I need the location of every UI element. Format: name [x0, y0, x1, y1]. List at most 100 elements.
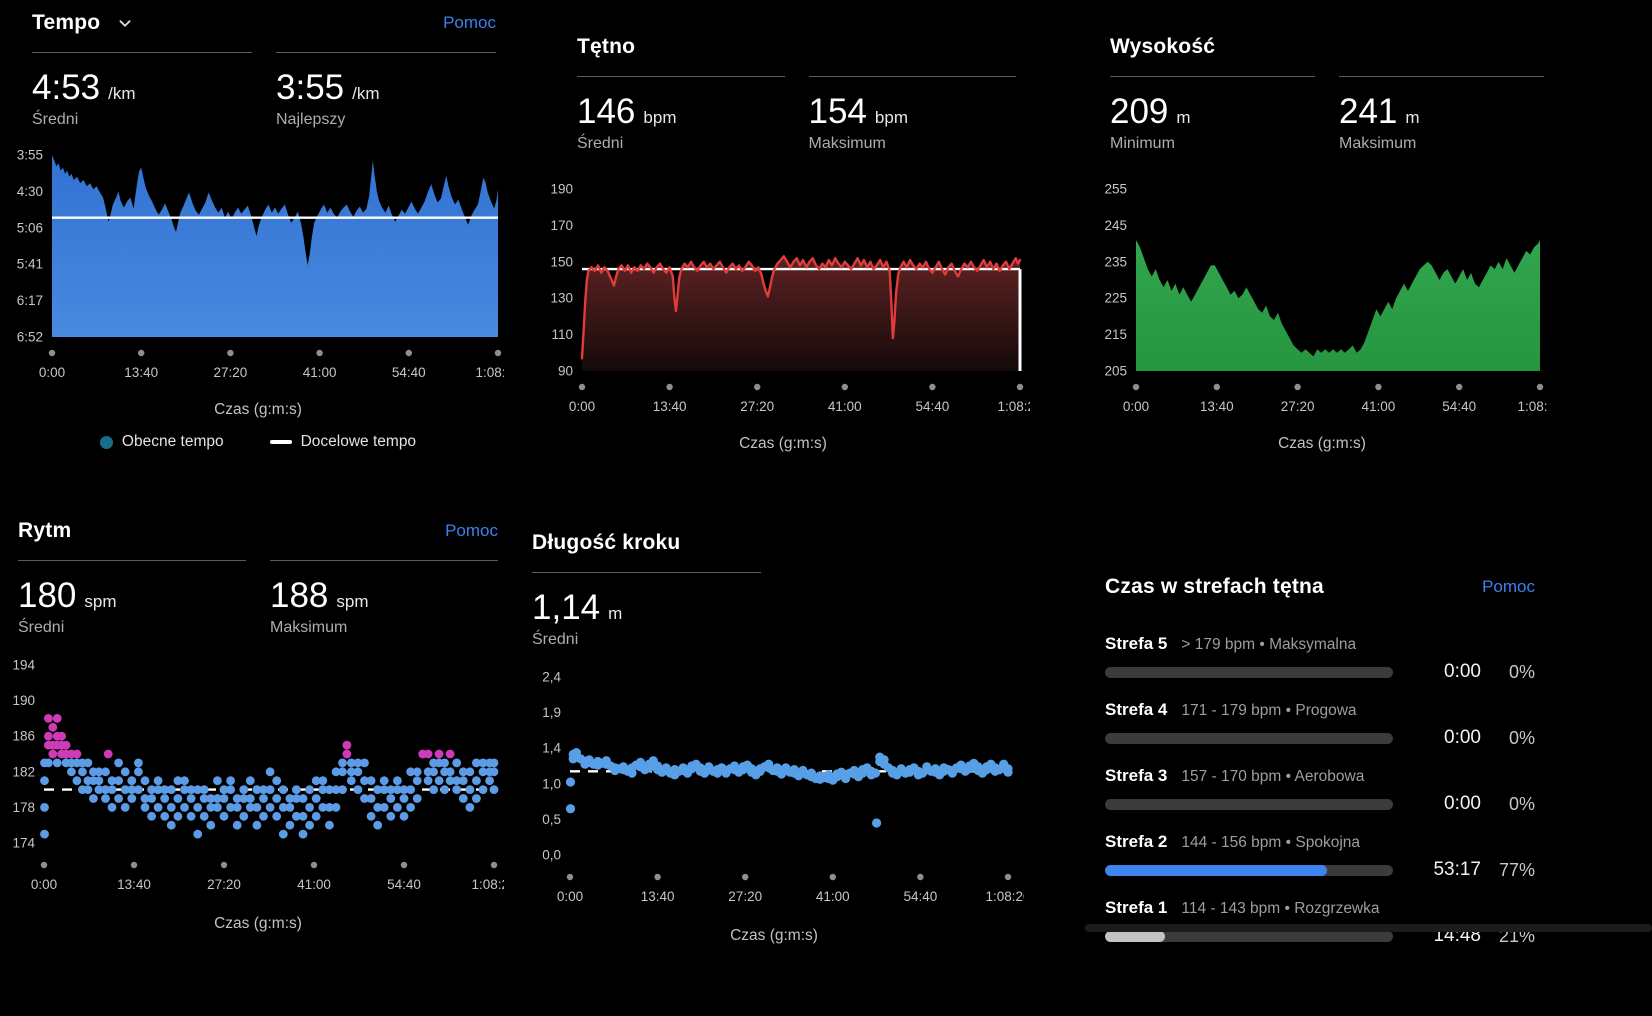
zone-row-2: Strefa 2 144 - 156 bpm • Spokojna 53:17 …	[1105, 832, 1535, 881]
svg-text:150: 150	[550, 254, 573, 269]
svg-text:194: 194	[12, 658, 35, 673]
svg-text:5:41: 5:41	[17, 257, 43, 272]
hr-zones-help-link[interactable]: Pomoc	[1482, 577, 1535, 596]
cadence-help-link[interactable]: Pomoc	[445, 521, 498, 540]
pace-help-link[interactable]: Pomoc	[443, 13, 496, 32]
x-axis-title: Czas (g:m:s)	[739, 435, 827, 452]
heart-rate-chart[interactable]: 190 170 150 130 110 90 0:00 13:40 27:20 41:00 54:4…	[536, 179, 1030, 425]
stat-max-hr: 154 bpm Maksimum	[808, 76, 1016, 153]
stat-label: Średni	[32, 111, 79, 128]
chevron-down-icon	[119, 20, 131, 27]
stat-value: 188	[270, 576, 329, 615]
svg-text:186: 186	[12, 729, 35, 744]
divider	[1339, 76, 1544, 77]
x-axis-title: Czas (g:m:s)	[214, 915, 302, 932]
cadence-panel-title: Rytm	[18, 519, 72, 542]
target-pace-line-icon	[269, 440, 292, 444]
stride-length-stats: 1,14 m Średni	[532, 572, 1014, 649]
hr-zones-panel-title: Czas w strefach tętna	[1105, 575, 1324, 598]
svg-text:0:00: 0:00	[557, 889, 583, 904]
heart-rate-panel: Tętno 146 bpm Średni 154 bpm Maksimum 19…	[536, 32, 1030, 453]
zone-bar-track	[1105, 666, 1393, 678]
horizontal-scrollbar[interactable]	[1085, 924, 1652, 932]
stat-best-pace: 3:55 /km Najlepszy	[276, 52, 496, 129]
zone-row-1: Strefa 1 114 - 143 bpm • Rozgrzewka 14:4…	[1105, 898, 1535, 947]
svg-text:174: 174	[12, 836, 35, 851]
svg-text:0:00: 0:00	[569, 399, 595, 414]
stat-value: 146	[577, 92, 636, 131]
heart-rate-stats: 146 bpm Średni 154 bpm Maksimum	[577, 76, 1016, 153]
svg-text:245: 245	[1104, 218, 1127, 233]
x-axis-title: Czas (g:m:s)	[1278, 435, 1366, 452]
svg-text:0,5: 0,5	[542, 812, 561, 827]
svg-text:182: 182	[12, 764, 35, 779]
zone-description: 171 - 179 bpm • Progowa	[1181, 702, 1357, 719]
svg-text:0:00: 0:00	[39, 365, 65, 380]
zone-row-3: Strefa 3 157 - 170 bpm • Aerobowa 0:00 0…	[1105, 766, 1535, 815]
svg-text:225: 225	[1104, 291, 1127, 306]
zone-description: 157 - 170 bpm • Aerobowa	[1181, 768, 1365, 785]
svg-text:54:40: 54:40	[916, 399, 950, 414]
zone-description: 144 - 156 bpm • Spokojna	[1181, 834, 1361, 851]
legend-label: Obecne tempo	[121, 433, 224, 450]
zone-bar-track	[1105, 930, 1393, 942]
svg-text:6:17: 6:17	[17, 293, 43, 308]
pace-metric-dropdown[interactable]: Tempo	[32, 11, 136, 35]
svg-text:130: 130	[550, 291, 573, 306]
svg-text:255: 255	[1104, 182, 1127, 197]
zone-name: Strefa 5	[1105, 634, 1168, 653]
zone-time: 0:00	[1444, 727, 1481, 748]
divider	[577, 76, 785, 77]
divider	[32, 52, 252, 53]
svg-text:235: 235	[1104, 254, 1127, 269]
stat-unit: bpm	[643, 108, 677, 127]
hr-zones-list: Strefa 5 > 179 bpm • Maksymalna 0:00 0% …	[1105, 634, 1535, 947]
pace-panel: Tempo Pomoc 4:53 /km Średni 3:55 /	[8, 8, 508, 451]
svg-text:1:08:20: 1:08:20	[475, 365, 504, 380]
svg-text:1:08:20: 1:08:20	[471, 877, 504, 892]
svg-text:90: 90	[558, 364, 573, 379]
svg-text:2,4: 2,4	[542, 670, 561, 685]
stat-unit: /km	[108, 84, 136, 103]
svg-text:215: 215	[1104, 327, 1127, 342]
divider	[1110, 76, 1315, 77]
zone-bar-track	[1105, 798, 1393, 810]
svg-text:1,0: 1,0	[542, 776, 561, 791]
zone-name: Strefa 4	[1105, 700, 1168, 719]
stat-unit: m	[608, 604, 623, 623]
svg-text:1:08:20: 1:08:20	[1517, 399, 1548, 414]
svg-text:41:00: 41:00	[816, 889, 850, 904]
zone-percent: 77%	[1498, 859, 1535, 880]
svg-text:27:20: 27:20	[740, 399, 774, 414]
svg-text:41:00: 41:00	[303, 365, 337, 380]
hr-zones-panel: Czas w strefach tętna Pomoc Strefa 5 > 1…	[1105, 572, 1535, 964]
svg-text:27:20: 27:20	[207, 877, 241, 892]
svg-text:178: 178	[12, 800, 35, 815]
x-axis-title: Czas (g:m:s)	[730, 927, 818, 944]
stat-label: Średni	[532, 631, 579, 648]
zone-name: Strefa 2	[1105, 832, 1168, 851]
stat-average-stride: 1,14 m Średni	[532, 572, 761, 649]
stride-length-panel: Długość kroku 1,14 m Średni 2,4 1,9 1,4 1,0…	[524, 528, 1024, 945]
heart-rate-panel-title: Tętno	[577, 35, 636, 58]
cadence-chart[interactable]: 194 190 186 182 178 174 0:00 13:40 27:20 41:00 54:…	[8, 653, 504, 905]
zone-bar-fill	[1105, 930, 1166, 942]
pace-chart[interactable]: 3:55 4:30 5:06 5:41 6:17 6:52 0:00 13:40 27:20 41…	[8, 145, 504, 391]
zone-bar-track	[1105, 732, 1393, 744]
divider	[532, 572, 761, 573]
pace-legend: Obecne tempo Docelowe tempo	[8, 433, 508, 451]
divider	[270, 560, 498, 561]
zone-time: 53:17	[1433, 859, 1481, 880]
elevation-chart[interactable]: 255 245 235 225 215 205 0:00 13:40 27:20 41:00 54:…	[1096, 179, 1548, 425]
svg-text:0:00: 0:00	[31, 877, 57, 892]
stat-label: Minimum	[1110, 135, 1175, 152]
svg-text:0:00: 0:00	[1123, 399, 1149, 414]
svg-text:13:40: 13:40	[1200, 399, 1234, 414]
stat-min-elevation: 209 m Minimum	[1110, 76, 1315, 153]
stat-value: 180	[18, 576, 77, 615]
divider	[18, 560, 246, 561]
stat-value: 154	[808, 92, 867, 131]
svg-text:1,4: 1,4	[542, 741, 561, 756]
stride-length-chart[interactable]: 2,4 1,9 1,4 1,0 0,5 0,0 0:00 13:40 27:20 41:00 54:…	[524, 665, 1024, 917]
svg-text:54:40: 54:40	[392, 365, 426, 380]
